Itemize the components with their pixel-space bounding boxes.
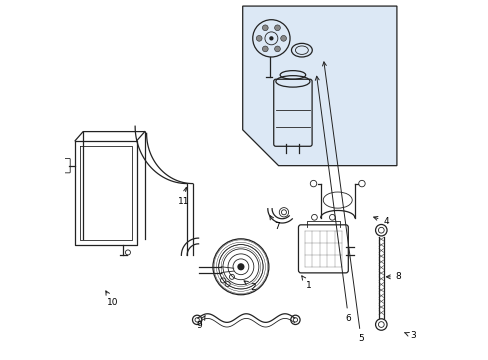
Text: 1: 1 — [301, 276, 311, 290]
Circle shape — [237, 263, 244, 270]
Text: 11: 11 — [178, 187, 189, 206]
Text: 4: 4 — [373, 216, 388, 226]
Text: 3: 3 — [404, 332, 415, 341]
Circle shape — [274, 25, 280, 31]
Text: 10: 10 — [105, 291, 118, 307]
Text: 8: 8 — [386, 272, 401, 281]
Text: 7: 7 — [269, 216, 279, 231]
Polygon shape — [242, 6, 396, 166]
Circle shape — [262, 25, 267, 31]
Circle shape — [274, 46, 280, 52]
Text: 9: 9 — [196, 315, 205, 330]
Circle shape — [280, 36, 286, 41]
Text: 5: 5 — [322, 62, 363, 343]
Text: 6: 6 — [315, 76, 351, 323]
Circle shape — [269, 36, 273, 41]
Text: 2: 2 — [244, 281, 256, 292]
Circle shape — [262, 46, 267, 52]
Circle shape — [256, 36, 262, 41]
